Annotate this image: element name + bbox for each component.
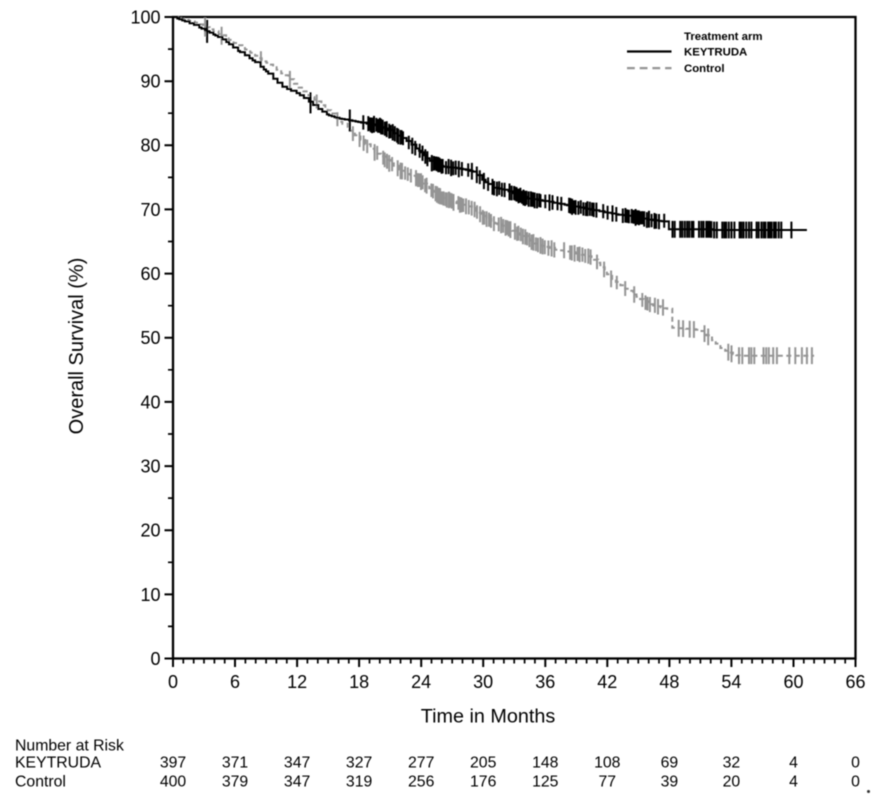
svg-text:90: 90: [140, 72, 160, 92]
svg-text:Overall Survival (%): Overall Survival (%): [66, 258, 88, 435]
svg-text:60: 60: [783, 672, 803, 692]
svg-text:10: 10: [140, 585, 160, 605]
svg-text:327: 327: [346, 755, 372, 772]
svg-text:32: 32: [723, 755, 741, 772]
svg-text:12: 12: [287, 672, 307, 692]
svg-text:54: 54: [721, 672, 741, 692]
svg-text:108: 108: [594, 755, 621, 772]
svg-text:0: 0: [851, 755, 860, 772]
svg-text:Control: Control: [684, 63, 725, 75]
svg-text:Number at Risk: Number at Risk: [15, 738, 124, 755]
svg-text:48: 48: [659, 672, 679, 692]
svg-text:80: 80: [140, 136, 160, 156]
svg-text:20: 20: [140, 521, 160, 541]
svg-text:KEYTRUDA: KEYTRUDA: [15, 755, 101, 772]
svg-text:205: 205: [470, 755, 497, 772]
svg-text:24: 24: [411, 672, 431, 692]
svg-text:397: 397: [160, 755, 186, 772]
svg-text:39: 39: [661, 773, 679, 790]
svg-text:18: 18: [349, 672, 369, 692]
svg-text:69: 69: [661, 755, 679, 772]
svg-text:36: 36: [535, 672, 555, 692]
svg-text:148: 148: [532, 755, 559, 772]
svg-text:Control: Control: [15, 773, 66, 790]
svg-text:77: 77: [599, 773, 617, 790]
svg-text:256: 256: [408, 773, 435, 790]
svg-text:0: 0: [150, 649, 160, 669]
svg-text:371: 371: [222, 755, 249, 772]
svg-text:KEYTRUDA: KEYTRUDA: [684, 46, 747, 58]
svg-text:319: 319: [346, 773, 373, 790]
svg-text:6: 6: [230, 672, 240, 692]
svg-text:379: 379: [222, 773, 249, 790]
svg-text:60: 60: [140, 264, 160, 284]
svg-text:100: 100: [130, 7, 160, 27]
svg-text:Treatment arm: Treatment arm: [684, 31, 763, 43]
svg-text:Time in Months: Time in Months: [421, 706, 556, 728]
svg-text:40: 40: [140, 392, 160, 412]
svg-text:66: 66: [845, 672, 865, 692]
svg-text:0: 0: [168, 672, 178, 692]
svg-text:347: 347: [284, 773, 310, 790]
svg-text:0: 0: [851, 773, 860, 790]
svg-text:30: 30: [140, 456, 160, 476]
svg-text:30: 30: [473, 672, 493, 692]
svg-text:50: 50: [140, 328, 160, 348]
svg-text:42: 42: [597, 672, 617, 692]
svg-text:176: 176: [470, 773, 497, 790]
svg-text:125: 125: [532, 773, 559, 790]
svg-text:400: 400: [160, 773, 187, 790]
svg-text:20: 20: [723, 773, 741, 790]
svg-text:4: 4: [789, 773, 798, 790]
svg-text:70: 70: [140, 200, 160, 220]
svg-text:4: 4: [789, 755, 798, 772]
svg-text:277: 277: [408, 755, 434, 772]
svg-text:347: 347: [284, 755, 310, 772]
